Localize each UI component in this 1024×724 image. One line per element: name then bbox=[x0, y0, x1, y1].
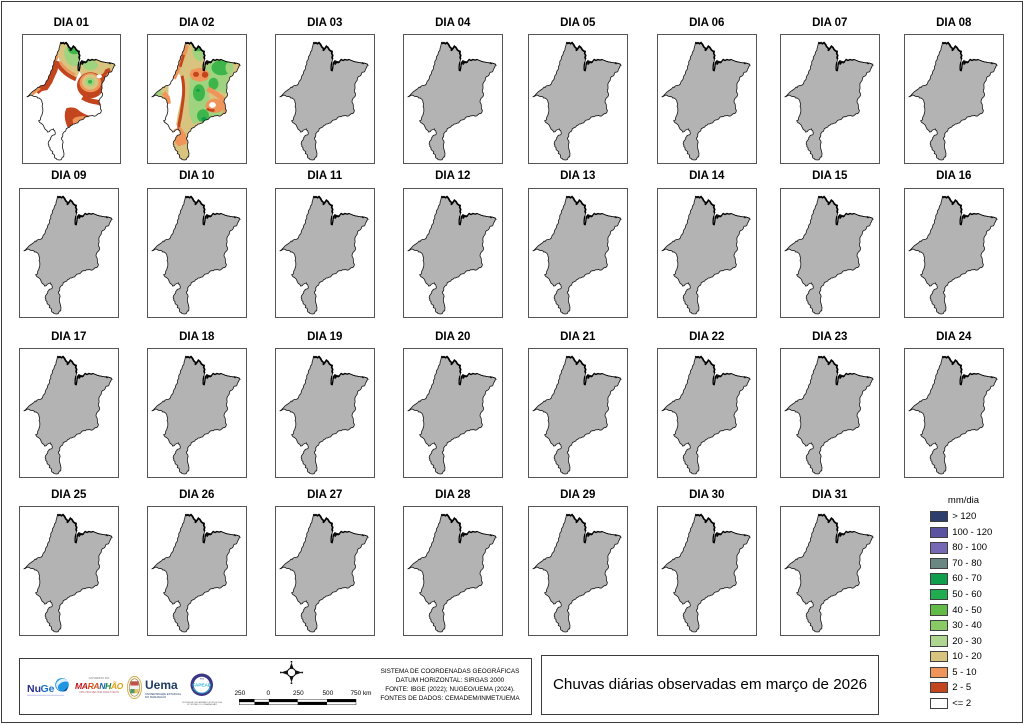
svg-text:Nu: Nu bbox=[27, 683, 41, 695]
svg-text:ma: ma bbox=[200, 676, 204, 680]
svg-text:Ge: Ge bbox=[41, 683, 55, 695]
svg-text:FAPEAD: FAPEAD bbox=[192, 683, 212, 688]
